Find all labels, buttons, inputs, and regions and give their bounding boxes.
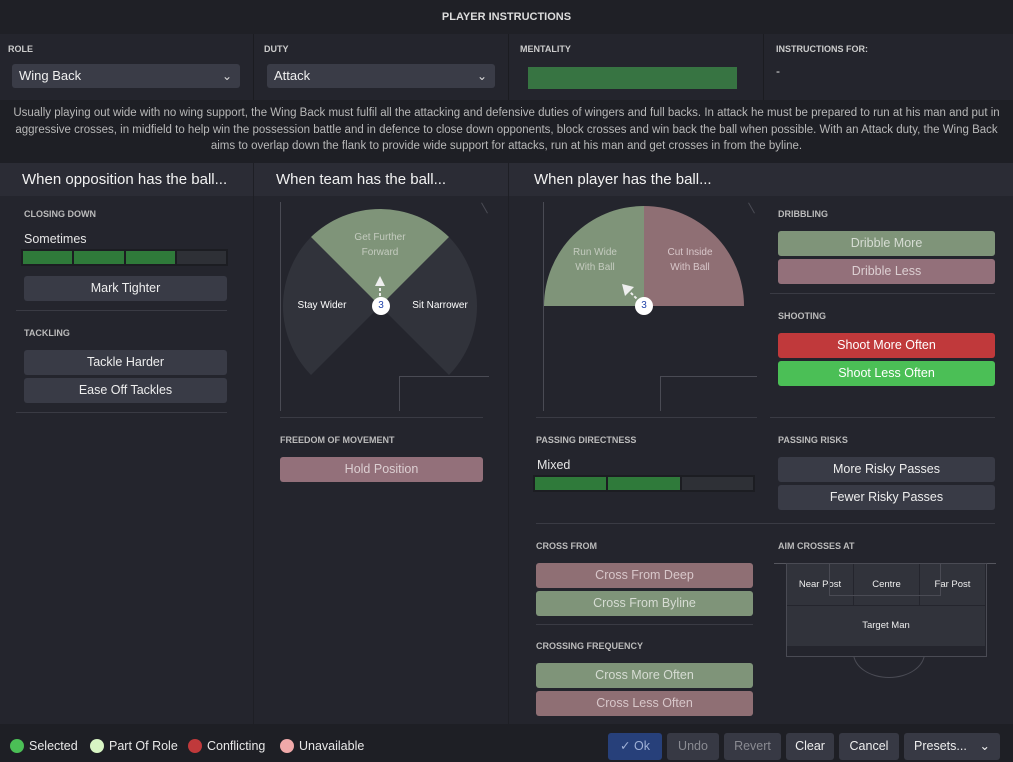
revert-button[interactable]: Revert bbox=[724, 733, 781, 760]
legend-label: Selected bbox=[29, 739, 78, 753]
passing-directness-slider[interactable] bbox=[533, 475, 755, 492]
passing-directness-value: Mixed bbox=[537, 458, 571, 472]
passing-risks-label: PASSING RISKS bbox=[778, 435, 848, 445]
far-post-option[interactable]: Far Post bbox=[920, 564, 985, 605]
role-cell: ROLE Wing Back ⌄ bbox=[0, 34, 254, 100]
presets-dropdown[interactable]: Presets... ⌄ bbox=[904, 733, 1000, 760]
mentality-bar bbox=[528, 67, 737, 89]
mentality-label: MENTALITY bbox=[520, 44, 571, 54]
tackle-harder-button[interactable]: Tackle Harder bbox=[24, 350, 227, 375]
aim-crosses-label: AIM CROSSES AT bbox=[778, 541, 855, 551]
light-green-dot-icon bbox=[90, 739, 104, 753]
arrow-up-icon bbox=[375, 276, 385, 286]
cross-more-often-button[interactable]: Cross More Often bbox=[536, 663, 753, 688]
instructions-for-label: INSTRUCTIONS FOR: bbox=[776, 44, 868, 54]
fewer-risky-passes-button[interactable]: Fewer Risky Passes bbox=[778, 485, 995, 510]
stay-wider-zone bbox=[282, 237, 380, 375]
legend-conflicting: Conflicting bbox=[188, 739, 265, 753]
cross-from-deep-button[interactable]: Cross From Deep bbox=[536, 563, 753, 588]
closing-down-slider[interactable] bbox=[21, 249, 228, 266]
mark-tighter-button[interactable]: Mark Tighter bbox=[24, 276, 227, 301]
legend-label: Part Of Role bbox=[109, 739, 178, 753]
player-marker: 3 bbox=[372, 297, 390, 315]
more-risky-passes-button[interactable]: More Risky Passes bbox=[778, 457, 995, 482]
section-opposition-title: When opposition has the ball... bbox=[0, 163, 254, 196]
duty-value: Attack bbox=[274, 68, 311, 83]
cross-from-byline-button[interactable]: Cross From Byline bbox=[536, 591, 753, 616]
closing-down-value: Sometimes bbox=[24, 232, 87, 246]
stay-wider-option[interactable]: Stay Wider bbox=[297, 300, 347, 311]
dribble-less-button[interactable]: Dribble Less bbox=[778, 259, 995, 284]
role-label: ROLE bbox=[8, 44, 34, 54]
clear-button[interactable]: Clear bbox=[786, 733, 834, 760]
cut-inside-zone bbox=[644, 206, 744, 306]
pink-dot-icon bbox=[280, 739, 294, 753]
mentality-cell: MENTALITY bbox=[509, 34, 764, 100]
shoot-more-often-button[interactable]: Shoot More Often bbox=[778, 333, 995, 358]
ok-button[interactable]: ✓ Ok bbox=[608, 733, 662, 760]
cancel-button[interactable]: Cancel bbox=[839, 733, 899, 760]
tackling-label: TACKLING bbox=[24, 328, 70, 338]
get-further-forward-zone bbox=[311, 208, 449, 306]
ease-off-tackles-button[interactable]: Ease Off Tackles bbox=[24, 378, 227, 403]
cut-inside-option[interactable]: Cut Inside With Ball bbox=[667, 247, 713, 273]
shooting-label: SHOOTING bbox=[778, 311, 827, 321]
crossing-frequency-label: CROSSING FREQUENCY bbox=[536, 641, 644, 651]
legend-selected: Selected bbox=[10, 739, 78, 753]
legend-label: Unavailable bbox=[299, 739, 365, 753]
role-description: Usually playing out wide with no wing su… bbox=[0, 100, 1013, 163]
dialog-title: PLAYER INSTRUCTIONS bbox=[0, 0, 1013, 34]
shoot-less-often-button[interactable]: Shoot Less Often bbox=[778, 361, 995, 386]
opposition-panel: CLOSING DOWN Sometimes Mark Tighter TACK… bbox=[0, 196, 254, 724]
ball-movement-wheel bbox=[544, 206, 744, 306]
centre-option[interactable]: Centre bbox=[854, 564, 919, 605]
arrow-up-left-icon bbox=[622, 284, 634, 296]
green-dot-icon bbox=[10, 739, 24, 753]
player-marker: 3 bbox=[635, 297, 653, 315]
chevron-down-icon: ⌄ bbox=[979, 739, 990, 753]
undo-button[interactable]: Undo bbox=[667, 733, 719, 760]
near-post-option[interactable]: Near Post bbox=[787, 564, 853, 605]
duty-select[interactable]: Attack ⌄ bbox=[267, 64, 495, 88]
duty-label: DUTY bbox=[264, 44, 289, 54]
target-man-option[interactable]: Target Man bbox=[787, 606, 985, 646]
chevron-down-icon: ⌄ bbox=[221, 69, 232, 83]
freedom-of-movement-label: FREEDOM OF MOVEMENT bbox=[280, 435, 395, 445]
ok-label: Ok bbox=[633, 739, 650, 753]
duty-cell: DUTY Attack ⌄ bbox=[254, 34, 509, 100]
dribble-more-button[interactable]: Dribble More bbox=[778, 231, 995, 256]
section-team-title: When team has the ball... bbox=[254, 163, 509, 196]
instructions-for-cell: INSTRUCTIONS FOR: - bbox=[764, 34, 1013, 100]
passing-directness-label: PASSING DIRECTNESS bbox=[536, 435, 637, 445]
instructions-for-value: - bbox=[776, 64, 780, 78]
chevron-down-icon: ⌄ bbox=[476, 69, 487, 83]
cross-from-label: CROSS FROM bbox=[536, 541, 598, 551]
role-value: Wing Back bbox=[19, 68, 82, 83]
closing-down-label: CLOSING DOWN bbox=[24, 209, 96, 219]
legend-unavailable: Unavailable bbox=[280, 739, 364, 753]
sit-narrower-option[interactable]: Sit Narrower bbox=[412, 300, 468, 311]
run-wide-zone bbox=[544, 206, 644, 306]
movement-wheel bbox=[282, 208, 478, 375]
sit-narrower-zone bbox=[380, 237, 478, 375]
dribbling-label: DRIBBLING bbox=[778, 209, 828, 219]
get-further-forward-option[interactable]: Get Further Forward bbox=[354, 232, 406, 258]
run-wide-option[interactable]: Run Wide With Ball bbox=[573, 247, 617, 273]
player-panel: Run Wide With Ball Cut Inside With Ball … bbox=[509, 196, 1013, 724]
hold-position-button[interactable]: Hold Position bbox=[280, 457, 483, 482]
red-dot-icon bbox=[188, 739, 202, 753]
presets-label: Presets... bbox=[914, 739, 967, 753]
legend-part-of-role: Part Of Role bbox=[90, 739, 178, 753]
checkmark-icon: ✓ bbox=[620, 739, 631, 753]
role-select[interactable]: Wing Back ⌄ bbox=[12, 64, 240, 88]
team-panel: Get Further Forward Stay Wider Sit Narro… bbox=[254, 196, 509, 724]
cross-less-often-button[interactable]: Cross Less Often bbox=[536, 691, 753, 716]
section-player-title: When player has the ball... bbox=[509, 163, 1013, 196]
legend-label: Conflicting bbox=[207, 739, 266, 753]
